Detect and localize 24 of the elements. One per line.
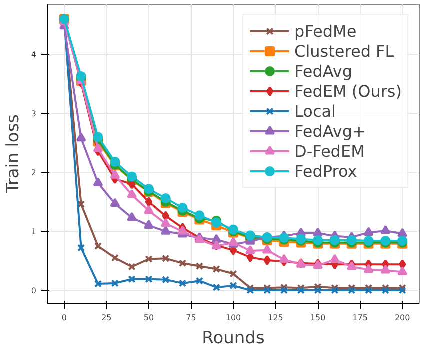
x-tick-label: 75: [186, 314, 196, 322]
legend-label: FedAvg+: [294, 122, 366, 140]
y-tick-label: 4: [31, 50, 37, 60]
y-tick-label: 0: [31, 286, 37, 296]
y-axis-title: Train loss: [3, 114, 24, 195]
legend-label: pFedMe: [294, 22, 357, 40]
x-tick-label: 175: [352, 314, 368, 322]
x-axis-title: Rounds: [202, 328, 265, 348]
legend-label: FedProx: [294, 162, 358, 180]
y-tick-label: 3: [31, 110, 37, 119]
x-tick-label: 200: [394, 314, 410, 322]
y-tick-label: 1: [31, 228, 37, 237]
legend-label: FedAvg: [294, 62, 352, 80]
x-tick-label: 25: [102, 314, 112, 322]
x-tick-label: 150: [310, 314, 326, 322]
x-tick-label: 125: [268, 314, 284, 322]
legend-label: FedEM (Ours): [294, 82, 402, 100]
x-tick-label: 100: [226, 314, 242, 322]
x-tick-label: 0: [62, 314, 67, 322]
legend-label: Local: [294, 102, 336, 120]
x-tick-label: 50: [144, 314, 154, 322]
legend-label: D-FedEM: [294, 142, 365, 160]
legend-label: Clustered FL: [294, 42, 394, 60]
y-tick-label: 2: [31, 168, 37, 178]
